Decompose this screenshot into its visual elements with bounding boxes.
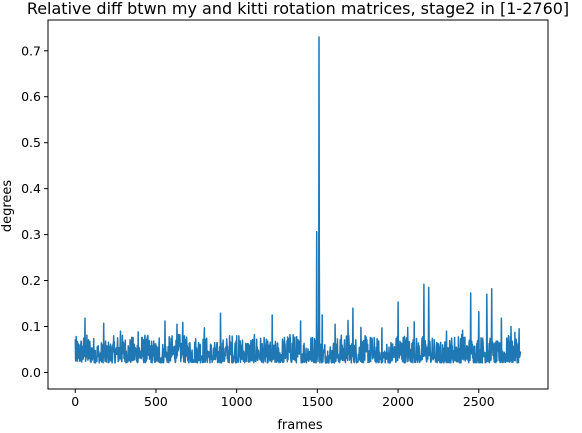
x-tick-label: 1500 bbox=[301, 394, 333, 409]
y-tick-label: 0.0 bbox=[21, 365, 41, 380]
x-tick-label: 2500 bbox=[463, 394, 495, 409]
chart-title: Relative diff btwn my and kitti rotation… bbox=[27, 0, 569, 18]
x-tick-label: 0 bbox=[71, 394, 79, 409]
y-tick-label: 0.1 bbox=[21, 319, 41, 334]
y-axis-label: degrees bbox=[0, 180, 15, 233]
y-tick-label: 0.6 bbox=[21, 89, 41, 104]
x-tick-label: 500 bbox=[144, 394, 168, 409]
y-tick-label: 0.7 bbox=[21, 43, 41, 58]
y-tick-label: 0.5 bbox=[21, 135, 41, 150]
x-tick-label: 2000 bbox=[382, 394, 414, 409]
x-axis-label: frames bbox=[277, 418, 323, 433]
y-tick-label: 0.3 bbox=[21, 227, 41, 242]
y-tick-label: 0.2 bbox=[21, 273, 41, 288]
x-tick-label: 1000 bbox=[221, 394, 253, 409]
y-tick-label: 0.4 bbox=[21, 181, 41, 196]
